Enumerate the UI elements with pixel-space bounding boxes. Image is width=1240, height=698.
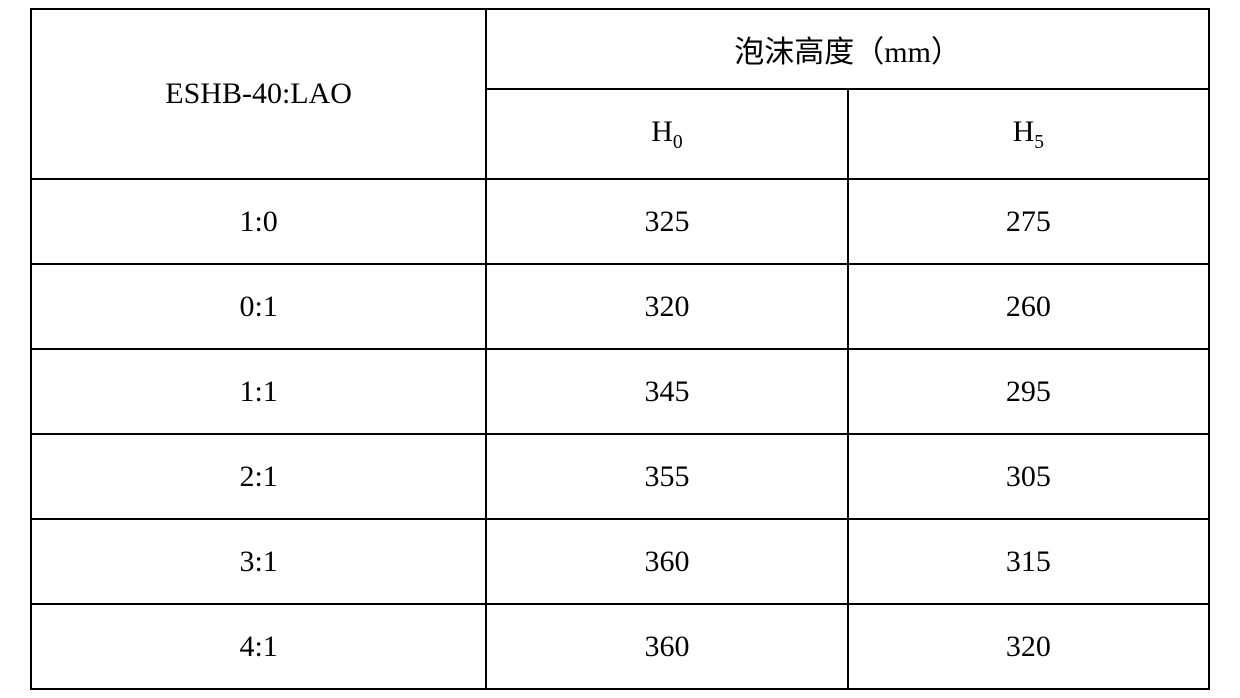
h0-cell: 320 — [486, 264, 847, 349]
h0-cell: 325 — [486, 179, 847, 264]
header-row-1: ESHB-40:LAO 泡沫高度（mm） — [31, 9, 1209, 89]
table-row: 0:1 320 260 — [31, 264, 1209, 349]
ratio-cell: 1:1 — [31, 349, 486, 434]
table-row: 1:0 325 275 — [31, 179, 1209, 264]
table-row: 2:1 355 305 — [31, 434, 1209, 519]
h5-prefix: H — [1013, 115, 1035, 148]
table-container: ESHB-40:LAO 泡沫高度（mm） H0 H5 1:0 325 275 0… — [30, 8, 1210, 690]
table-row: 3:1 360 315 — [31, 519, 1209, 604]
sub-header-h5: H5 — [848, 89, 1209, 179]
h5-cell: 315 — [848, 519, 1209, 604]
h0-cell: 360 — [486, 519, 847, 604]
h5-cell: 305 — [848, 434, 1209, 519]
sub-header-h0: H0 — [486, 89, 847, 179]
table-body: 1:0 325 275 0:1 320 260 1:1 345 295 2:1 … — [31, 179, 1209, 689]
h5-subscript: 5 — [1034, 132, 1044, 153]
h0-cell: 360 — [486, 604, 847, 689]
header-foam-height: 泡沫高度（mm） — [486, 9, 1209, 89]
ratio-cell: 0:1 — [31, 264, 486, 349]
table-header: ESHB-40:LAO 泡沫高度（mm） H0 H5 — [31, 9, 1209, 179]
ratio-cell: 4:1 — [31, 604, 486, 689]
table-row: 1:1 345 295 — [31, 349, 1209, 434]
h5-cell: 275 — [848, 179, 1209, 264]
h0-subscript: 0 — [673, 132, 683, 153]
foam-height-table: ESHB-40:LAO 泡沫高度（mm） H0 H5 1:0 325 275 0… — [30, 8, 1210, 690]
ratio-cell: 1:0 — [31, 179, 486, 264]
table-row: 4:1 360 320 — [31, 604, 1209, 689]
h0-cell: 345 — [486, 349, 847, 434]
ratio-cell: 3:1 — [31, 519, 486, 604]
h0-cell: 355 — [486, 434, 847, 519]
ratio-cell: 2:1 — [31, 434, 486, 519]
header-ratio-label: ESHB-40:LAO — [31, 9, 486, 179]
h5-cell: 320 — [848, 604, 1209, 689]
h0-prefix: H — [651, 115, 673, 148]
h5-cell: 295 — [848, 349, 1209, 434]
h5-cell: 260 — [848, 264, 1209, 349]
